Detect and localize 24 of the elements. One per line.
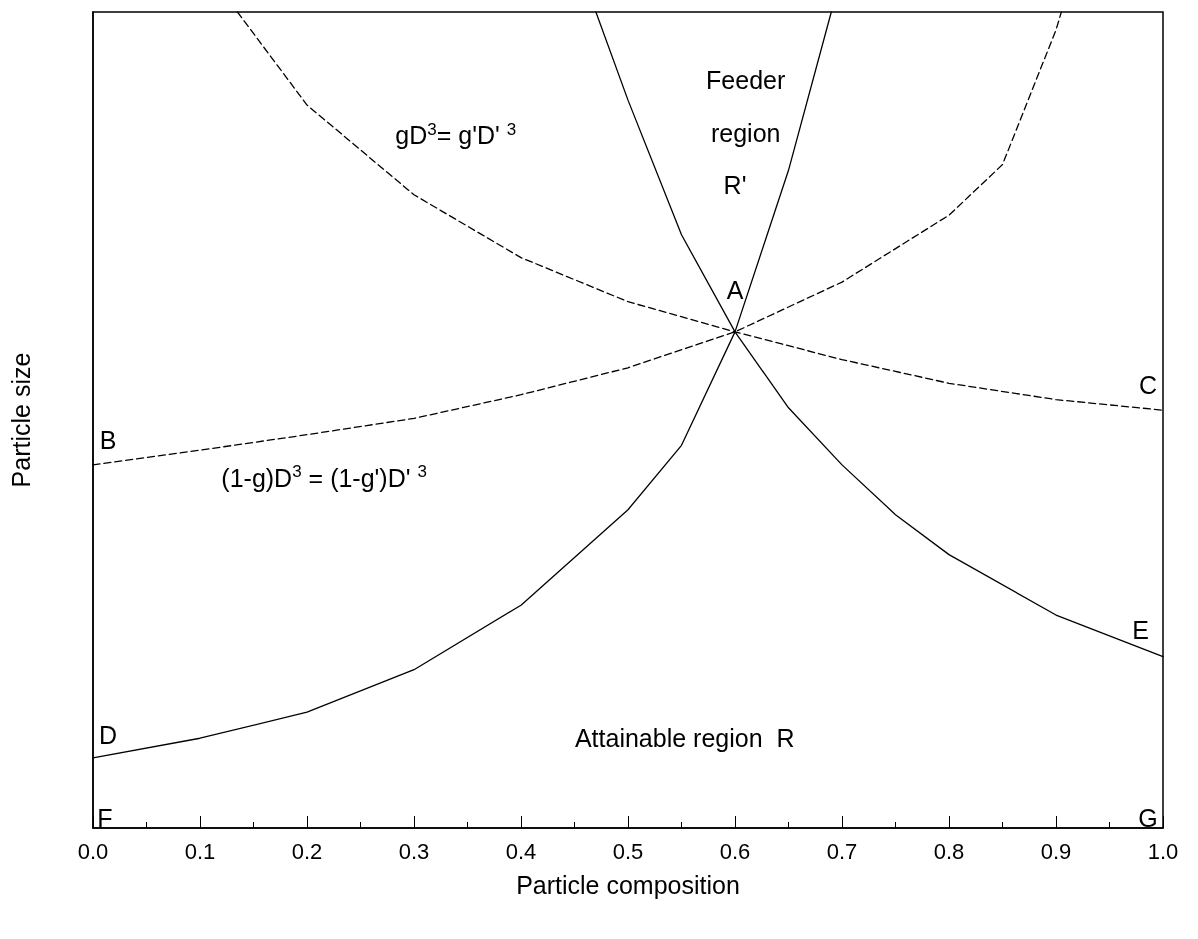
x-tick-label: 0.3 xyxy=(398,838,430,864)
annotation: G xyxy=(1138,804,1158,833)
x-tick-label: 0.4 xyxy=(505,838,537,864)
annotation: D xyxy=(98,720,118,749)
x-tick-label: 0.8 xyxy=(933,838,965,864)
x-tick-label: 0.5 xyxy=(612,838,644,864)
annotation: R' xyxy=(723,170,747,199)
annotation: B xyxy=(99,426,117,455)
annotation: Attainable region R xyxy=(574,724,795,753)
x-tick-label: 0.7 xyxy=(826,838,858,864)
annotation: C xyxy=(1138,370,1158,399)
x-tick-label: 1.0 xyxy=(1147,838,1179,864)
annotation: F xyxy=(97,804,113,833)
x-tick-label: 0.9 xyxy=(1040,838,1072,864)
y-axis-title: Particle size xyxy=(6,352,35,488)
x-tick-label: 0.0 xyxy=(77,838,109,864)
x-tick-label: 0.1 xyxy=(184,838,216,864)
x-tick-label: 0.2 xyxy=(291,838,323,864)
annotation: E xyxy=(1132,615,1149,644)
x-axis-title: Particle composition xyxy=(516,870,740,899)
x-tick-label: 0.6 xyxy=(719,838,751,864)
annotation: A xyxy=(726,276,744,305)
annotation: region xyxy=(710,118,781,147)
annotation: Feeder xyxy=(706,65,786,94)
